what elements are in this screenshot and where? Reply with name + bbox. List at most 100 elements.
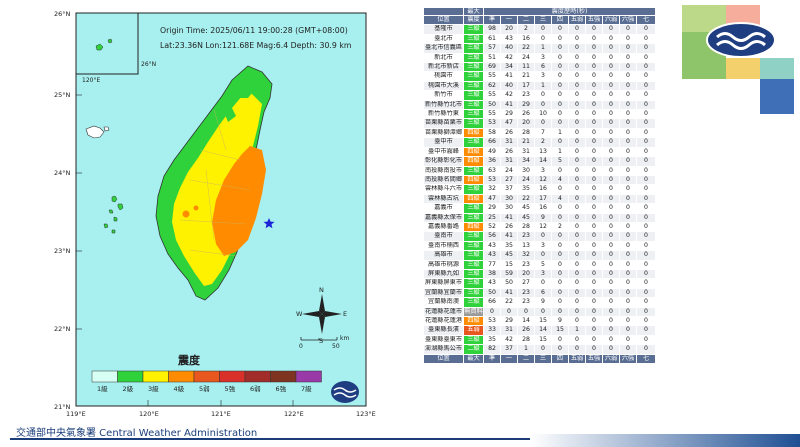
lon-label: 119°E: [66, 410, 86, 418]
duration-cell: 23: [517, 90, 535, 101]
duration-cell: 20: [517, 268, 535, 280]
station-name: 澎湖縣馬公市: [423, 344, 464, 355]
table-row: 雲林縣古坑 四級 47 30 22 17 4 0 0 0 0 0: [423, 193, 657, 205]
duration-cell: 16: [534, 203, 552, 214]
duration-cell: 0: [585, 174, 603, 186]
duration-cell: 0: [568, 99, 586, 111]
legend-title: 震度: [177, 353, 201, 367]
station-name: 新竹市: [423, 90, 464, 101]
max-intensity-badge: 三級: [463, 240, 484, 252]
duration-cell: 22: [517, 43, 535, 54]
duration-cell: 0: [635, 231, 657, 242]
max-intensity-badge: 三級: [463, 231, 484, 242]
footer-cell: 七: [635, 353, 657, 365]
duration-cell: 0: [619, 33, 637, 45]
subheader-cell: 二: [517, 14, 535, 26]
duration-cell: 50: [483, 99, 501, 111]
legend-swatch: [270, 370, 297, 383]
duration-cell: 0: [585, 33, 603, 45]
duration-cell: 0: [619, 344, 637, 355]
duration-cell: 12: [534, 174, 552, 186]
intensity-table-wrap: 最大 震度歷時(秒) 位置 震度準一二三四五弱 五強 六弱 六強七 基隆市 三級 98 20 2…: [423, 7, 657, 365]
duration-cell: 0: [585, 297, 603, 308]
scale-bar: km 0 50: [299, 335, 349, 350]
intensity-3-zone: [172, 92, 262, 286]
duration-cell: 0: [551, 99, 569, 111]
duration-cell: 0: [635, 109, 657, 120]
intensity-4-spot: [193, 205, 199, 211]
duration-cell: 0: [551, 43, 569, 54]
duration-cell: 32: [483, 184, 501, 195]
duration-cell: 26: [500, 127, 518, 139]
duration-cell: 0: [635, 127, 657, 139]
duration-cell: 57: [483, 43, 501, 54]
subheader-cell: 七: [635, 14, 657, 26]
duration-cell: 0: [568, 193, 586, 205]
duration-cell: 0: [585, 268, 603, 280]
duration-cell: 77: [483, 259, 501, 270]
duration-cell: 0: [585, 193, 603, 205]
duration-cell: 0: [568, 109, 586, 120]
duration-cell: 38: [483, 268, 501, 280]
duration-cell: 0: [635, 80, 657, 92]
scale-tick: 0: [299, 343, 303, 350]
table-row: 苗栗縣苗栗市 三級 53 47 20 0 0 0 0 0 0 0: [423, 118, 657, 129]
duration-cell: 0: [568, 268, 586, 280]
duration-cell: 0: [551, 203, 569, 214]
duration-cell: 0: [551, 259, 569, 270]
duration-cell: 0: [619, 203, 637, 214]
duration-cell: 0: [619, 334, 637, 346]
duration-cell: 26: [517, 109, 535, 120]
table-row: 屏東縣屏東市 三級 43 50 27 0 0 0 0 0 0 0: [423, 278, 657, 289]
table-row: 桃園市大溪 三級 62 40 17 1 0 0 0 0 0 0: [423, 80, 657, 92]
max-intensity-badge: 四級: [463, 127, 484, 139]
duration-cell: 28: [517, 127, 535, 139]
table-row: 苗栗縣獅潭鄉 四級 58 26 28 7 1 0 0 0 0 0: [423, 127, 657, 139]
max-intensity-badge: 三級: [463, 52, 484, 64]
footer-cell: 準: [483, 353, 501, 365]
table-row: 臺中市霧峰 四級 49 26 31 13 1 0 0 0 0 0: [423, 146, 657, 158]
duration-cell: 0: [635, 156, 657, 167]
duration-cell: 22: [500, 297, 518, 308]
duration-cell: 0: [585, 62, 603, 73]
duration-cell: 0: [585, 240, 603, 252]
table-row: 高雄市桃源 三級 77 15 23 5 0 0 0 0 0 0: [423, 259, 657, 270]
lat-ticks: [76, 94, 294, 406]
table-row: 花蓮縣花蓮市 無資料 0 0 0 0 0 0 0 0 0 0: [423, 306, 657, 318]
duration-cell: 0: [534, 90, 552, 101]
duration-cell: 37: [500, 184, 518, 195]
deco-block-yellow: [726, 58, 760, 79]
station-name: 高雄市: [423, 250, 464, 261]
table-row: 宜蘭縣宜蘭市 三級 50 41 23 6 0 0 0 0 0 0: [423, 287, 657, 299]
intensity-2-zone: [224, 108, 236, 122]
table-row: 臺東縣長濱 五弱 33 31 26 14 15 1 0 0 0 0: [423, 325, 657, 336]
lat-label: 22°N: [54, 325, 71, 333]
table-row: 新竹市 三級 55 42 23 0 0 0 0 0 0 0: [423, 90, 657, 101]
duration-cell: 5: [551, 156, 569, 167]
duration-cell: 0: [568, 344, 586, 355]
duration-cell: 0: [585, 287, 603, 299]
duration-cell: 0: [635, 306, 657, 318]
duration-cell: 0: [585, 165, 603, 176]
subheader-cell: 六弱: [602, 14, 620, 26]
duration-cell: 0: [602, 203, 620, 214]
duration-cell: 0: [619, 62, 637, 73]
lat-label: 25°N: [54, 91, 71, 99]
max-intensity-badge: 四級: [463, 193, 484, 205]
duration-cell: 55: [483, 71, 501, 82]
duration-cell: 0: [635, 268, 657, 280]
table-row: 臺東縣臺東市 三級 35 42 28 15 0 0 0 0 0 0: [423, 334, 657, 346]
duration-cell: 53: [483, 315, 501, 327]
footer-cell: 六弱: [602, 353, 620, 365]
duration-cell: 0: [635, 62, 657, 73]
duration-cell: 20: [517, 118, 535, 129]
duration-cell: 0: [619, 278, 637, 289]
footer-cell: 最大: [463, 353, 484, 365]
duration-cell: 82: [483, 344, 501, 355]
duration-cell: 0: [635, 43, 657, 54]
duration-cell: 0: [551, 184, 569, 195]
station-name: 臺中市: [423, 137, 464, 148]
duration-cell: 13: [534, 146, 552, 158]
max-intensity-badge: 三級: [463, 90, 484, 101]
duration-cell: 0: [585, 90, 603, 101]
